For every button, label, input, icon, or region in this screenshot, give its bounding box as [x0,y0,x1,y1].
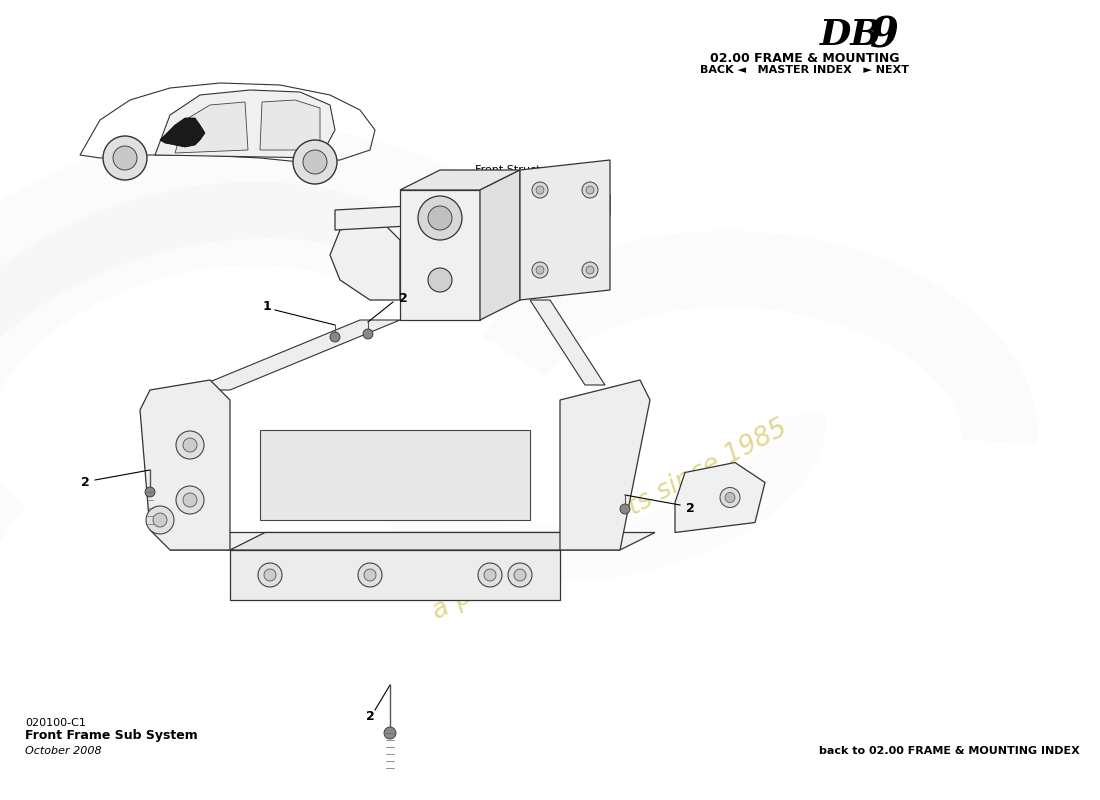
Text: 020100-C1: 020100-C1 [25,718,86,728]
Circle shape [720,487,740,507]
Polygon shape [260,430,530,520]
Circle shape [384,727,396,739]
Circle shape [183,493,197,507]
Circle shape [183,438,197,452]
Text: 2: 2 [685,502,694,514]
Circle shape [330,332,340,342]
Polygon shape [140,380,230,550]
Polygon shape [400,190,480,320]
Circle shape [484,569,496,581]
Circle shape [418,196,462,240]
Circle shape [258,563,282,587]
Circle shape [536,266,544,274]
Polygon shape [160,118,205,147]
Text: DB: DB [820,18,882,52]
Polygon shape [520,160,610,300]
Circle shape [725,493,735,502]
Text: BACK ◄   MASTER INDEX   ► NEXT: BACK ◄ MASTER INDEX ► NEXT [701,65,910,75]
Text: 2: 2 [398,293,407,306]
Circle shape [145,487,155,497]
Circle shape [363,329,373,339]
Text: 1: 1 [263,301,272,314]
Circle shape [176,486,204,514]
Circle shape [478,563,502,587]
Text: Front Frame Sub System: Front Frame Sub System [25,729,198,742]
Polygon shape [260,100,320,150]
Circle shape [146,506,174,534]
Circle shape [514,569,526,581]
Circle shape [264,569,276,581]
Polygon shape [480,170,520,320]
Polygon shape [530,300,605,385]
Circle shape [428,206,452,230]
Circle shape [582,182,598,198]
Polygon shape [170,533,654,550]
Text: a passion for parts since 1985: a passion for parts since 1985 [428,415,792,625]
Circle shape [428,268,452,292]
Circle shape [508,563,532,587]
Polygon shape [230,550,560,600]
Circle shape [293,140,337,184]
Circle shape [586,186,594,194]
Text: 02.00 FRAME & MOUNTING: 02.00 FRAME & MOUNTING [711,52,900,65]
Circle shape [358,563,382,587]
Text: (See 010100-B1/B2): (See 010100-B1/B2) [475,178,587,188]
Circle shape [176,431,204,459]
Circle shape [620,504,630,514]
Circle shape [302,150,327,174]
Text: Front Structure: Front Structure [475,165,559,175]
Polygon shape [400,170,520,190]
Text: October 2008: October 2008 [25,746,101,756]
Circle shape [113,146,138,170]
Circle shape [586,266,594,274]
Circle shape [364,569,376,581]
Circle shape [536,186,544,194]
Polygon shape [175,102,248,153]
Text: 9: 9 [870,14,899,56]
Circle shape [153,513,167,527]
Text: 2: 2 [80,475,89,489]
Text: 2: 2 [365,710,374,723]
Polygon shape [560,380,650,550]
Polygon shape [230,533,595,550]
Polygon shape [330,220,400,300]
Circle shape [103,136,147,180]
Circle shape [532,182,548,198]
Polygon shape [190,320,400,390]
Text: back to 02.00 FRAME & MOUNTING INDEX: back to 02.00 FRAME & MOUNTING INDEX [820,746,1080,756]
Polygon shape [675,462,764,533]
Circle shape [532,262,548,278]
Polygon shape [336,195,610,230]
Polygon shape [155,90,336,158]
Circle shape [582,262,598,278]
